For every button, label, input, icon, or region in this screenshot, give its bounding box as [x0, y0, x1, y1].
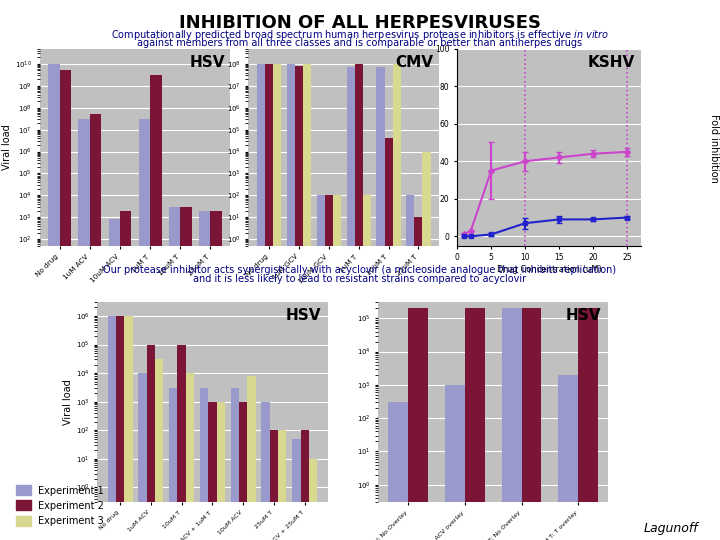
Text: Lagunoff: Lagunoff	[644, 522, 698, 535]
Bar	[78, 119, 90, 540]
Bar	[247, 376, 256, 540]
Text: Fold inhibition: Fold inhibition	[708, 114, 719, 183]
Bar	[265, 64, 273, 540]
Bar	[261, 402, 270, 540]
Bar	[384, 138, 392, 540]
Bar	[346, 68, 355, 540]
Bar	[138, 373, 147, 540]
Bar	[303, 64, 311, 540]
Bar	[147, 345, 155, 540]
Bar	[48, 64, 60, 540]
Bar	[292, 439, 300, 540]
Text: Computationally predicted broad spectrum human herpesvirus protease inhibitors i: Computationally predicted broad spectrum…	[111, 28, 609, 42]
Bar	[377, 68, 384, 540]
Bar	[423, 152, 431, 540]
Bar	[287, 64, 295, 540]
Text: Our protease inhibitor acts synergistically with acyclovir (a nucleoside analogu: Our protease inhibitor acts synergistica…	[104, 265, 616, 275]
Bar	[333, 195, 341, 540]
Bar	[465, 308, 485, 540]
Bar	[120, 211, 131, 540]
Bar	[392, 64, 400, 540]
Bar	[355, 64, 363, 540]
Bar	[445, 385, 465, 540]
Bar	[389, 402, 408, 540]
Text: against members from all three classes and is comparable or better than antiherp: against members from all three classes a…	[138, 38, 582, 48]
Bar	[200, 388, 208, 540]
Bar	[199, 211, 210, 540]
Bar	[273, 64, 282, 540]
Bar	[239, 402, 247, 540]
Bar	[309, 459, 317, 540]
Bar	[178, 345, 186, 540]
Text: CMV: CMV	[395, 55, 433, 70]
Text: INHIBITION OF ALL HERPESVIRUSES: INHIBITION OF ALL HERPESVIRUSES	[179, 14, 541, 31]
Bar	[300, 430, 309, 540]
Y-axis label: Viral load: Viral load	[2, 124, 12, 170]
Bar	[180, 207, 192, 540]
Bar	[168, 207, 180, 540]
Text: KSHV: KSHV	[588, 55, 635, 70]
Bar	[108, 316, 116, 540]
Text: and it is less likely to lead to resistant strains compared to acyclovir: and it is less likely to lead to resista…	[194, 274, 526, 285]
Bar	[325, 195, 333, 540]
Bar	[257, 64, 265, 540]
Bar	[116, 316, 125, 540]
Text: HSV: HSV	[566, 308, 601, 323]
Bar	[109, 219, 120, 540]
Bar	[139, 119, 150, 540]
Bar	[270, 430, 278, 540]
Bar	[90, 114, 102, 540]
Bar	[406, 195, 415, 540]
X-axis label: Drug Concentration (uM): Drug Concentration (uM)	[497, 265, 601, 274]
Text: HSV: HSV	[189, 55, 225, 70]
Bar	[155, 360, 163, 540]
Bar	[408, 308, 428, 540]
Text: HSV: HSV	[285, 308, 320, 323]
Bar	[186, 373, 194, 540]
Bar	[217, 402, 225, 540]
Y-axis label: Viral load: Viral load	[63, 380, 73, 425]
Bar	[60, 71, 71, 540]
Bar	[578, 308, 598, 540]
Bar	[415, 217, 423, 540]
Legend: Experiment 1, Experiment 2, Experiment 3: Experiment 1, Experiment 2, Experiment 3	[12, 482, 108, 530]
Bar	[230, 388, 239, 540]
Bar	[502, 308, 521, 540]
Bar	[295, 66, 303, 540]
Bar	[558, 375, 578, 540]
Bar	[363, 195, 371, 540]
Bar	[208, 402, 217, 540]
Bar	[125, 316, 132, 540]
Bar	[210, 211, 222, 540]
Bar	[317, 195, 325, 540]
Bar	[278, 430, 287, 540]
Bar	[150, 76, 161, 540]
Bar	[169, 388, 178, 540]
Bar	[521, 308, 541, 540]
